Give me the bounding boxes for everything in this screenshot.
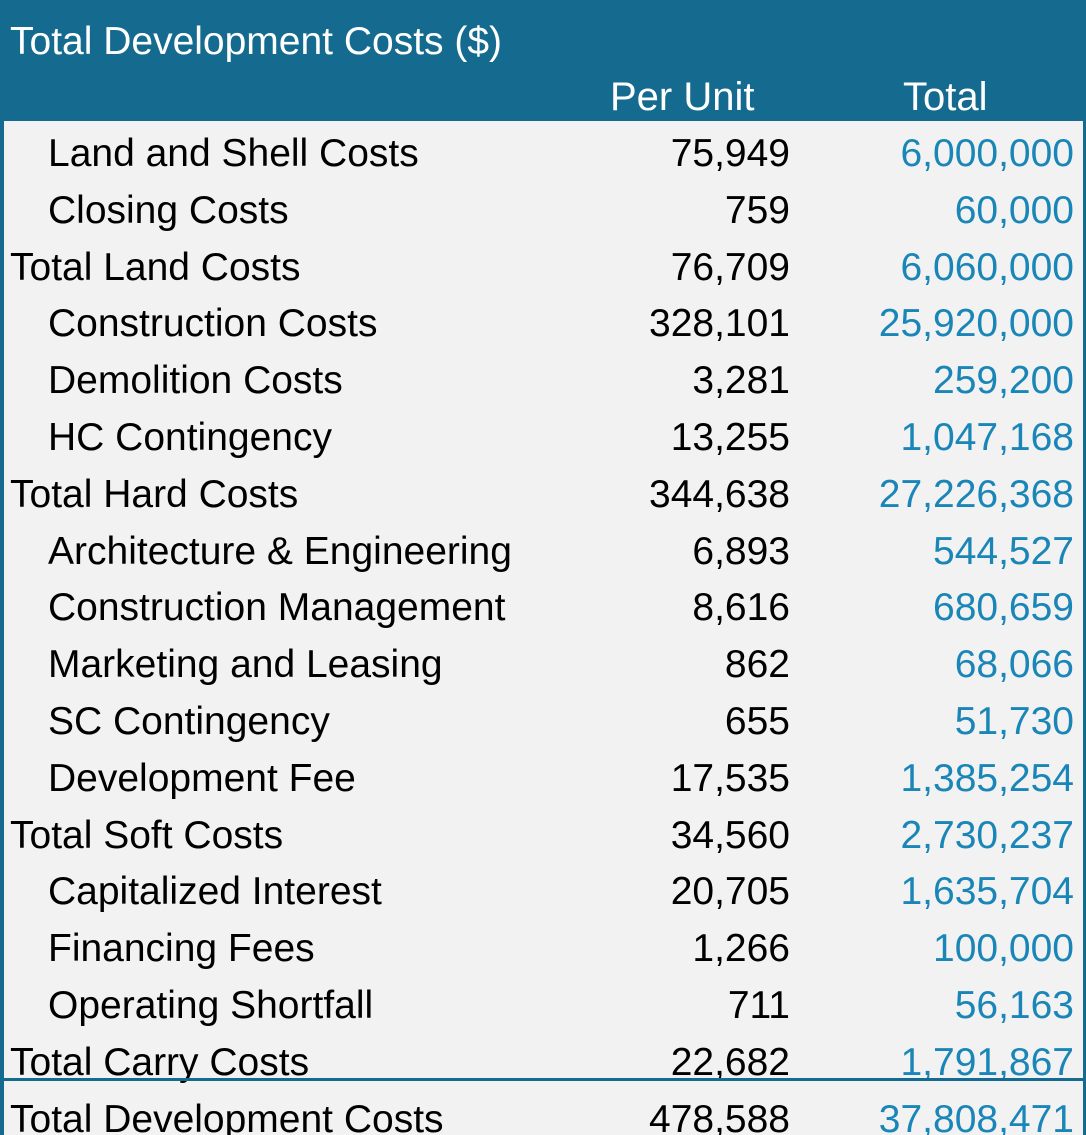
table-row: Capitalized Interest 20,705 1,635,704	[0, 864, 1086, 921]
row-label: Construction Management	[48, 586, 506, 630]
row-label: HC Contingency	[48, 415, 332, 459]
total-value: 6,060,000	[900, 245, 1074, 289]
per-unit-value: 344,638	[649, 472, 790, 516]
per-unit-value: 3,281	[692, 359, 790, 403]
table-row: SC Contingency 655 51,730	[0, 694, 1086, 751]
per-unit-value: 862	[724, 643, 790, 687]
table-row-subtotal: Total Hard Costs 344,638 27,226,368	[0, 467, 1086, 524]
row-label: Demolition Costs	[48, 359, 343, 403]
table-row: Construction Costs 328,101 25,920,000	[0, 296, 1086, 353]
table-header: Total Development Costs ($) Per Unit Tot…	[0, 0, 1086, 121]
per-unit-value: 759	[724, 188, 790, 232]
per-unit-value: 478,588	[649, 1097, 790, 1135]
per-unit-value: 20,705	[670, 870, 790, 914]
grand-total-divider	[0, 1078, 1086, 1081]
table-row: Closing Costs 759 60,000	[0, 183, 1086, 240]
per-unit-value: 17,535	[670, 756, 790, 800]
table-row: Development Fee 17,535 1,385,254	[0, 751, 1086, 808]
row-label: Closing Costs	[48, 188, 289, 232]
total-value: 1,635,704	[900, 870, 1074, 914]
per-unit-value: 34,560	[670, 813, 790, 857]
total-value: 68,066	[954, 643, 1074, 687]
row-label: Total Soft Costs	[10, 813, 284, 857]
table-row: Construction Management 8,616 680,659	[0, 580, 1086, 637]
table-title: Total Development Costs ($)	[10, 20, 503, 63]
row-label: Development Fee	[48, 756, 356, 800]
row-label: Total Land Costs	[10, 245, 301, 289]
table-right-border	[1083, 118, 1086, 1135]
per-unit-value: 711	[727, 983, 790, 1027]
row-label: SC Contingency	[48, 699, 330, 743]
table-row: Financing Fees 1,266 100,000	[0, 921, 1086, 978]
total-value: 27,226,368	[878, 472, 1074, 516]
per-unit-column-header: Per Unit	[610, 75, 755, 119]
row-label: Land and Shell Costs	[48, 132, 419, 175]
per-unit-value: 6,893	[692, 529, 790, 573]
total-value: 259,200	[933, 359, 1074, 403]
per-unit-value: 76,709	[670, 245, 790, 289]
table-row-subtotal: Total Soft Costs 34,560 2,730,237	[0, 808, 1086, 865]
table-body: Land and Shell Costs 75,949 6,000,000 Cl…	[0, 126, 1086, 1135]
table-row: Demolition Costs 3,281 259,200	[0, 353, 1086, 410]
row-label: Total Carry Costs	[10, 1040, 310, 1084]
table-row: HC Contingency 13,255 1,047,168	[0, 410, 1086, 467]
total-value: 6,000,000	[900, 132, 1074, 175]
row-label: Architecture & Engineering	[48, 529, 512, 573]
table-row-subtotal: Total Carry Costs 22,682 1,791,867	[0, 1035, 1086, 1092]
per-unit-value: 1,266	[692, 927, 790, 971]
table-row: Architecture & Engineering 6,893 544,527	[0, 524, 1086, 581]
per-unit-value: 22,682	[670, 1040, 790, 1084]
row-label: Total Hard Costs	[10, 472, 299, 516]
table-row: Land and Shell Costs 75,949 6,000,000	[0, 126, 1086, 183]
row-label: Capitalized Interest	[48, 870, 382, 914]
total-value: 37,808,471	[878, 1097, 1074, 1135]
total-value: 60,000	[954, 188, 1074, 232]
per-unit-value: 655	[724, 699, 790, 743]
total-value: 1,791,867	[900, 1040, 1074, 1084]
table-row-subtotal: Total Land Costs 76,709 6,060,000	[0, 240, 1086, 297]
per-unit-value: 13,255	[670, 415, 790, 459]
total-value: 2,730,237	[900, 813, 1074, 857]
per-unit-value: 328,101	[649, 302, 790, 346]
total-value: 100,000	[933, 927, 1074, 971]
row-label: Construction Costs	[48, 302, 378, 346]
row-label: Operating Shortfall	[48, 983, 374, 1027]
table-row: Marketing and Leasing 862 68,066	[0, 637, 1086, 694]
table-row: Operating Shortfall 711 56,163	[0, 978, 1086, 1035]
table-row-grand-total: Total Development Costs 478,588 37,808,4…	[0, 1092, 1086, 1135]
row-label: Total Development Costs	[10, 1097, 444, 1135]
row-label: Financing Fees	[48, 927, 315, 971]
total-value: 1,385,254	[900, 756, 1074, 800]
total-value: 56,163	[954, 983, 1074, 1027]
total-value: 1,047,168	[900, 415, 1074, 459]
total-value: 544,527	[933, 529, 1074, 573]
total-value: 51,730	[954, 699, 1074, 743]
table-left-border	[0, 118, 4, 1135]
total-value: 25,920,000	[878, 302, 1074, 346]
total-value: 680,659	[933, 586, 1074, 630]
per-unit-value: 8,616	[692, 586, 790, 630]
total-column-header: Total	[903, 75, 988, 119]
row-label: Marketing and Leasing	[48, 643, 443, 687]
per-unit-value: 75,949	[670, 132, 790, 175]
